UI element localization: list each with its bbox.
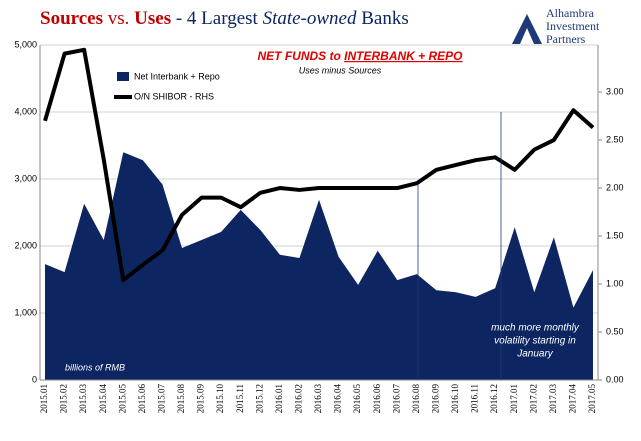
- x-tick-label: 2017.05: [587, 384, 597, 414]
- x-tick-label: 2016.07: [391, 384, 401, 414]
- x-tick-label: 2016.04: [333, 384, 343, 414]
- logo: Alhambra Investment Partners: [512, 6, 600, 46]
- x-tick-label: 2016.01: [274, 384, 284, 413]
- x-tick-label: 2015.02: [59, 384, 69, 413]
- x-tick-label: 2017.01: [509, 384, 519, 413]
- chart-title: Sources vs. Uses - 4 Largest State-owned…: [40, 8, 409, 29]
- x-tick-label: 2015.08: [176, 384, 186, 414]
- y-tick-label: 4,000: [14, 106, 37, 116]
- y2-tick-label: 2.00: [606, 182, 624, 192]
- x-tick-label: 2015.01: [39, 384, 49, 413]
- logo-text: Partners: [546, 32, 586, 46]
- y2-tick-label: 1.50: [606, 230, 624, 240]
- y2-tick-label: 2.50: [606, 134, 624, 144]
- x-tick-label: 2017.03: [548, 384, 558, 414]
- note: much more monthly: [491, 323, 580, 334]
- legend-swatch: [117, 72, 129, 81]
- axis-note: billions of RMB: [65, 362, 125, 372]
- title-part: - 4 Largest: [171, 8, 262, 29]
- x-tick-label: 2015.06: [137, 384, 147, 414]
- x-tick-label: 2015.10: [215, 384, 225, 414]
- y2-tick-label: 1.00: [606, 278, 624, 288]
- annotation-subtitle: Uses minus Sources: [299, 65, 382, 75]
- logo-icon: [512, 14, 542, 44]
- y2-tick-label: 0.50: [606, 326, 624, 336]
- annotation-title: NET FUNDS to INTERBANK + REPO: [257, 49, 463, 63]
- x-tick-label: 2015.09: [196, 384, 206, 414]
- legend-label: O/N SHIBOR - RHS: [134, 91, 214, 101]
- x-tick-label: 2016.09: [430, 384, 440, 414]
- x-tick-label: 2016.08: [411, 384, 421, 414]
- x-tick-label: 2015.12: [254, 384, 264, 413]
- x-tick-label: 2016.05: [352, 384, 362, 414]
- y-tick-label: 3,000: [14, 173, 37, 183]
- x-tick-label: 2015.11: [235, 384, 245, 413]
- y-tick-label: 5,000: [14, 39, 37, 49]
- y-tick-label: 0: [32, 374, 37, 384]
- note: January: [516, 349, 554, 360]
- line: [43, 47, 595, 283]
- y-tick-label: 2,000: [14, 240, 37, 250]
- x-tick-label: 2016.03: [313, 384, 323, 414]
- x-tick-label: 2016.06: [372, 384, 382, 414]
- x-tick-label: 2016.12: [489, 384, 499, 413]
- annotation-part: INTERBANK + REPO: [344, 49, 463, 63]
- title-part: State-owned: [263, 8, 357, 29]
- title-part: Banks: [357, 8, 409, 29]
- annotation-part: NET FUNDS to: [257, 49, 344, 63]
- area: [45, 152, 593, 380]
- plot: 0 1,000 2,000 3,000 4,000 5,000 0.00 0.50 1.00 1.…: [14, 39, 623, 413]
- x-tick-label: 2015.03: [78, 384, 88, 414]
- x-tick-label: 2015.04: [98, 384, 108, 414]
- title-part: Sources: [40, 8, 103, 29]
- note: volatility starting in: [494, 336, 576, 347]
- y2-tick-label: 3.00: [606, 86, 624, 96]
- x-tick-label: 2015.05: [117, 384, 127, 414]
- title-part: Uses: [134, 8, 171, 29]
- x-tick-label: 2016.10: [450, 384, 460, 414]
- x-tick-label: 2016.11: [470, 384, 480, 413]
- y-tick-label: 1,000: [14, 307, 37, 317]
- x-tick-label: 2016.02: [293, 384, 303, 413]
- y2-tick-label: 0.00: [606, 374, 624, 384]
- title-part: vs.: [103, 8, 134, 29]
- logo-text: Investment: [546, 19, 600, 33]
- x-tick-label: 2017.02: [528, 384, 538, 413]
- logo-text: Alhambra: [546, 6, 595, 20]
- legend-label: Net Interbank + Repo: [134, 71, 220, 81]
- x-tick-label: 2017.04: [567, 384, 577, 414]
- x-tick-label: 2015.07: [156, 384, 166, 414]
